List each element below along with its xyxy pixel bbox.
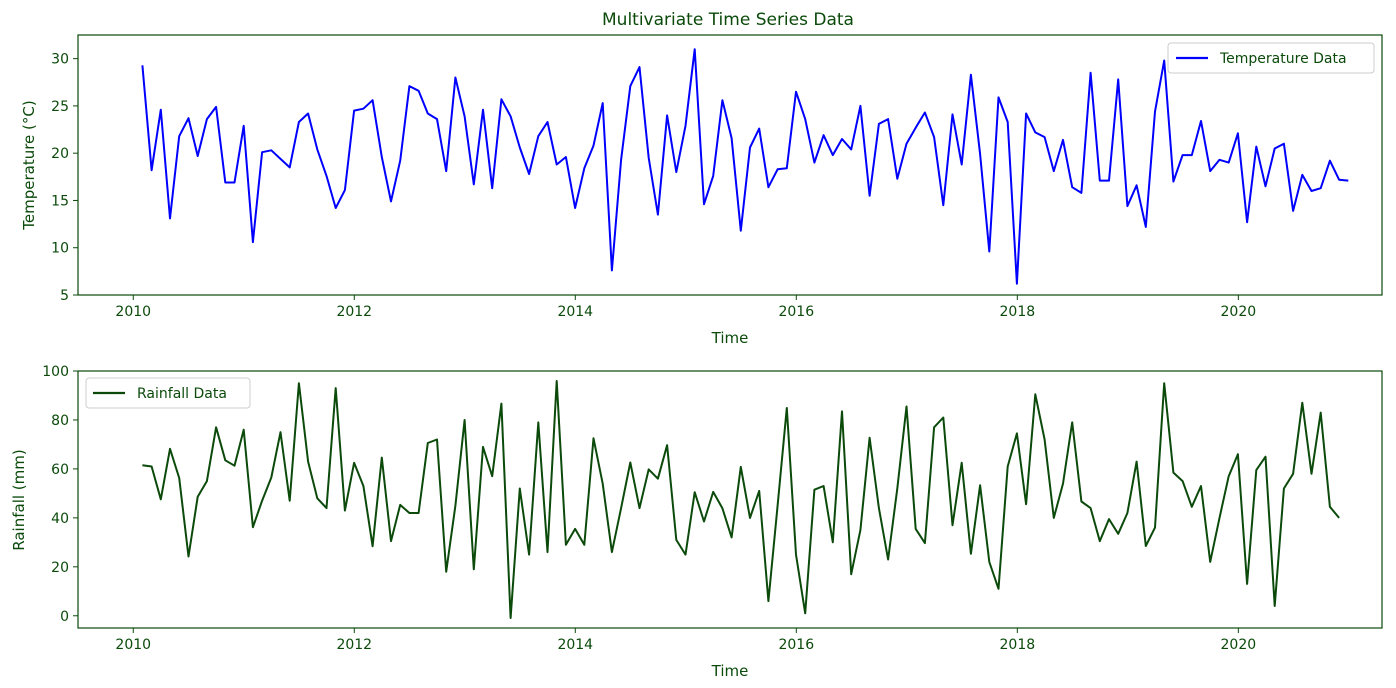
temperature-y-tick-label: 15: [51, 193, 69, 209]
rainfall-plot-frame: [77, 370, 1383, 629]
temperature-x-tick-label: 2010: [115, 304, 151, 320]
temperature-series-line: [141, 48, 1349, 285]
temperature-y-tick-label: 5: [60, 288, 69, 304]
temperature-y-tick-label: 10: [51, 241, 69, 257]
rainfall-y-tick-label: 40: [51, 511, 69, 527]
rainfall-y-tick-label: 0: [60, 609, 69, 625]
rainfall-x-tick-label: 2010: [115, 637, 151, 653]
temperature-legend: Temperature Data: [1167, 42, 1375, 74]
rainfall-y-tick-label: 100: [42, 364, 69, 380]
temperature-x-tick-label: 2016: [778, 304, 814, 320]
temperature-y-tick-label: 25: [51, 99, 69, 115]
rainfall-x-tick-label: 2014: [557, 637, 593, 653]
temperature-axis-ticks: 2010 2012 2014 2016 2018 2020 5 10 15 20 25 30: [51, 52, 1256, 320]
rainfall-x-tick-label: 2016: [778, 637, 814, 653]
temperature-x-tick-label: 2018: [1000, 304, 1036, 320]
temperature-y-tick-label: 20: [51, 146, 69, 162]
temperature-panel: Time Temperature (°C) 2010 2012 2014 2016 20…: [20, 34, 1383, 347]
rainfall-series-line: [142, 380, 1340, 619]
rainfall-series-layer: [142, 380, 1340, 619]
chart-title: Multivariate Time Series Data: [602, 10, 854, 30]
rainfall-axis-ticks: 2010 2012 2014 2016 2018 2020 0 20 40 60 80 100: [42, 364, 1256, 653]
rainfall-y-axis-label: Rainfall (mm): [10, 449, 28, 550]
rainfall-x-tick-label: 2012: [336, 637, 372, 653]
rainfall-x-tick-label: 2020: [1221, 637, 1257, 653]
temperature-y-tick-label: 30: [51, 52, 69, 68]
temperature-x-axis-label: Time: [711, 329, 749, 347]
temperature-x-tick-label: 2020: [1221, 304, 1257, 320]
temperature-x-tick-label: 2014: [557, 304, 593, 320]
temperature-legend-box: [1167, 42, 1375, 74]
rainfall-legend-label: Rainfall Data: [137, 386, 227, 402]
temperature-y-axis-label: Temperature (°C): [20, 100, 38, 230]
rainfall-legend-box: [85, 377, 251, 409]
rainfall-y-tick-label: 60: [51, 462, 69, 478]
rainfall-panel: Time Rainfall (mm) 2010 2012 2014 2016 2018 2…: [10, 364, 1383, 680]
temperature-legend-label: Temperature Data: [1219, 51, 1347, 67]
rainfall-y-tick-label: 80: [51, 413, 69, 429]
temperature-x-tick-label: 2012: [336, 304, 372, 320]
rainfall-y-tick-label: 20: [51, 560, 69, 576]
rainfall-legend: Rainfall Data: [85, 377, 251, 409]
rainfall-x-axis-label: Time: [711, 662, 749, 680]
rainfall-x-tick-label: 2018: [1000, 637, 1036, 653]
temperature-series-layer: [141, 48, 1349, 285]
temperature-plot-frame: [77, 34, 1383, 296]
